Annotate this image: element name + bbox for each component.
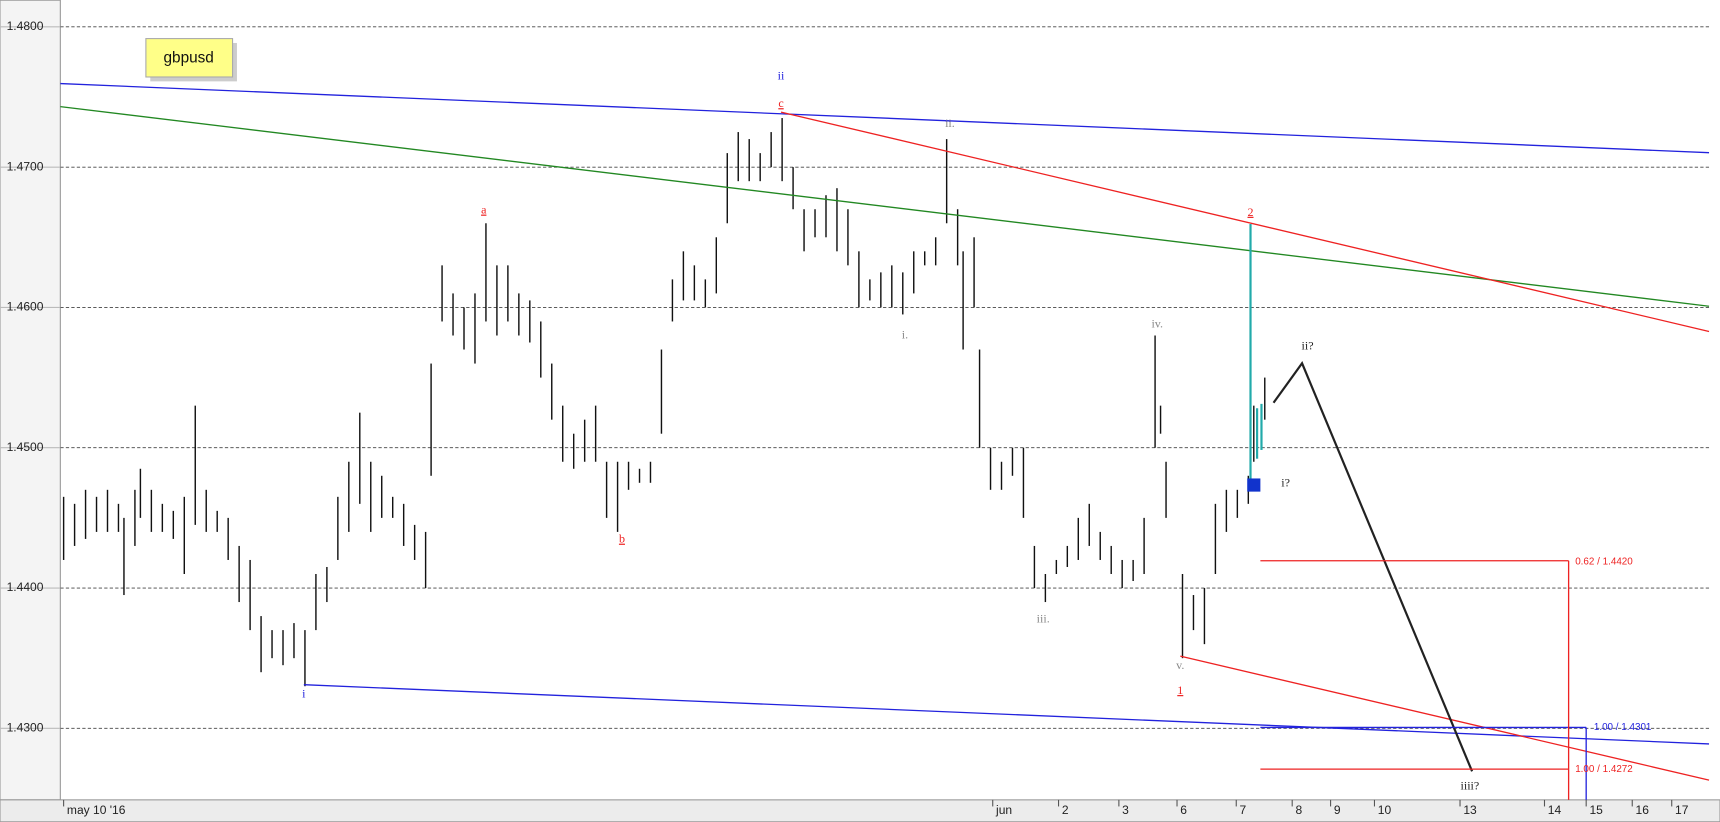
y-tick-label: 1.4800 xyxy=(7,19,44,33)
wave-label: ii xyxy=(778,69,785,83)
drawings xyxy=(60,82,1710,800)
y-tick-label: 1.4700 xyxy=(7,159,44,173)
x-tick-label: 14 xyxy=(1548,803,1562,817)
x-tick-label: jun xyxy=(995,803,1012,817)
x-tick-label: 9 xyxy=(1334,803,1341,817)
fib-label: 1.00 / 1.4301 xyxy=(1594,722,1652,733)
y-tick-label: 1.4400 xyxy=(7,580,44,594)
x-tick-label: 16 xyxy=(1636,803,1650,817)
y-tick-label: 1.4300 xyxy=(7,721,44,735)
marker xyxy=(1247,478,1261,492)
wave-label: ii. xyxy=(945,116,955,130)
chart-title: gbpusd xyxy=(164,49,214,66)
x-tick-label: 17 xyxy=(1675,803,1689,817)
y-tick-label: 1.4600 xyxy=(7,300,44,314)
title-note: gbpusd xyxy=(145,38,237,82)
x-tick-label: 15 xyxy=(1589,803,1603,817)
trend-line xyxy=(780,111,1710,333)
x-tick-label: 13 xyxy=(1463,803,1477,817)
x-tick-label: 3 xyxy=(1122,803,1129,817)
x-tick-label: 7 xyxy=(1240,803,1247,817)
wave-label: ii? xyxy=(1302,339,1314,353)
wave-label: 1 xyxy=(1177,683,1183,697)
wave-label: iiii? xyxy=(1461,778,1480,792)
time-axis-panel xyxy=(0,799,1720,822)
trend-line xyxy=(303,684,1710,745)
x-tick-label: 6 xyxy=(1180,803,1187,817)
note xyxy=(145,38,234,78)
wave-label: i? xyxy=(1281,476,1290,490)
wave-label: i xyxy=(302,686,306,700)
wave-label: v. xyxy=(1176,658,1184,672)
wave-label: i. xyxy=(902,328,908,342)
grid xyxy=(0,26,1710,807)
projection-path xyxy=(1272,361,1474,772)
price-axis-panel xyxy=(0,0,61,801)
trend-line xyxy=(60,105,1710,307)
x-tick-label: 10 xyxy=(1378,803,1392,817)
fib-label: 1.00 / 1.4272 xyxy=(1575,764,1633,775)
wave-label: a xyxy=(481,203,487,217)
x-tick-label: 2 xyxy=(1062,803,1069,817)
x-tick-label: 8 xyxy=(1295,803,1302,817)
wave-label: 2 xyxy=(1247,205,1253,219)
wave-label: iii. xyxy=(1037,612,1050,626)
wave-label: c xyxy=(778,96,783,110)
bars xyxy=(62,118,1266,687)
wave-label: b xyxy=(619,532,625,546)
wave-label: iv. xyxy=(1151,317,1163,331)
x-tick-label: may 10 '16 xyxy=(67,803,126,817)
trend-line xyxy=(60,82,1710,154)
fib-label: 0.62 / 1.4420 xyxy=(1575,556,1633,567)
trend-line xyxy=(1180,655,1710,781)
y-tick-label: 1.4500 xyxy=(7,440,44,454)
